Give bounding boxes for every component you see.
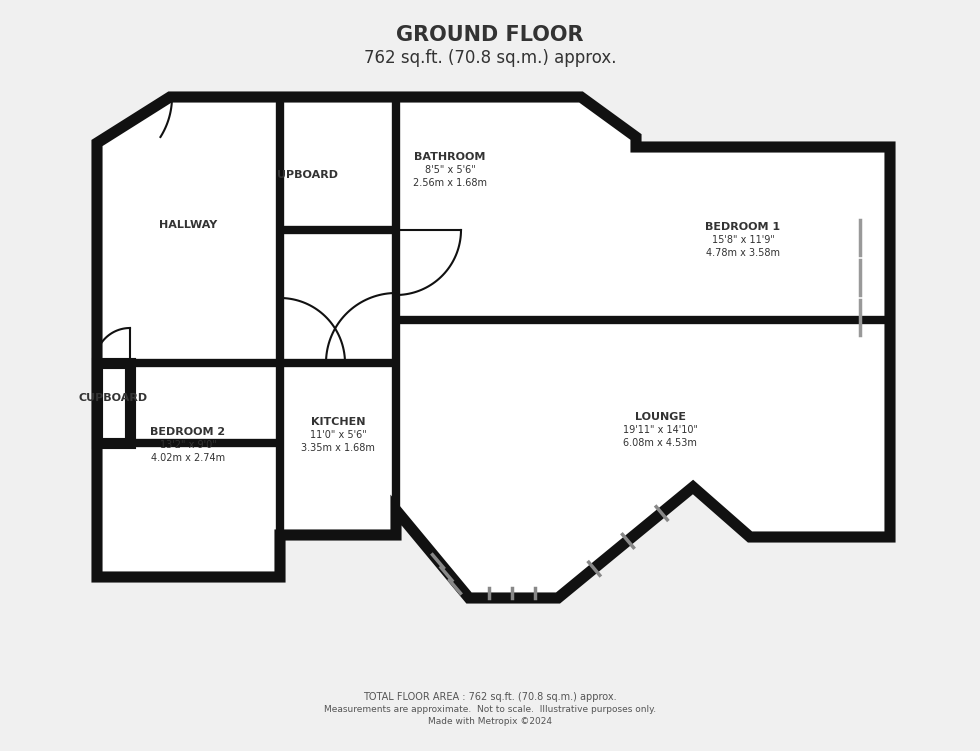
Text: 2.56m x 1.68m: 2.56m x 1.68m bbox=[413, 178, 487, 188]
Text: 6.08m x 4.53m: 6.08m x 4.53m bbox=[623, 438, 697, 448]
Text: CUPBOARD: CUPBOARD bbox=[78, 393, 148, 403]
Text: 15'8" x 11'9": 15'8" x 11'9" bbox=[711, 235, 774, 245]
Text: Measurements are approximate.  Not to scale.  Illustrative purposes only.: Measurements are approximate. Not to sca… bbox=[324, 705, 656, 714]
Text: KITCHEN: KITCHEN bbox=[311, 417, 366, 427]
Text: BEDROOM 2: BEDROOM 2 bbox=[151, 427, 225, 437]
Text: 19'11" x 14'10": 19'11" x 14'10" bbox=[622, 425, 698, 435]
Text: BATHROOM: BATHROOM bbox=[415, 152, 486, 162]
Text: 4.02m x 2.74m: 4.02m x 2.74m bbox=[151, 453, 225, 463]
Polygon shape bbox=[97, 363, 130, 443]
Text: HALLWAY: HALLWAY bbox=[159, 220, 218, 230]
Text: 3.35m x 1.68m: 3.35m x 1.68m bbox=[301, 443, 375, 453]
Text: BEDROOM 1: BEDROOM 1 bbox=[706, 222, 780, 232]
Text: 11'0" x 5'6": 11'0" x 5'6" bbox=[310, 430, 367, 440]
Text: 762 sq.ft. (70.8 sq.m.) approx.: 762 sq.ft. (70.8 sq.m.) approx. bbox=[364, 49, 616, 67]
Text: UPBOARD: UPBOARD bbox=[276, 170, 337, 180]
Text: 13'2" x 9'0": 13'2" x 9'0" bbox=[160, 440, 217, 450]
Polygon shape bbox=[97, 97, 890, 598]
Text: LOUNGE: LOUNGE bbox=[634, 412, 685, 422]
Text: Made with Metropix ©2024: Made with Metropix ©2024 bbox=[428, 717, 552, 726]
Text: 8'5" x 5'6": 8'5" x 5'6" bbox=[424, 165, 475, 175]
Text: 4.78m x 3.58m: 4.78m x 3.58m bbox=[706, 248, 780, 258]
Text: TOTAL FLOOR AREA : 762 sq.ft. (70.8 sq.m.) approx.: TOTAL FLOOR AREA : 762 sq.ft. (70.8 sq.m… bbox=[364, 692, 616, 702]
Text: GROUND FLOOR: GROUND FLOOR bbox=[396, 25, 584, 45]
